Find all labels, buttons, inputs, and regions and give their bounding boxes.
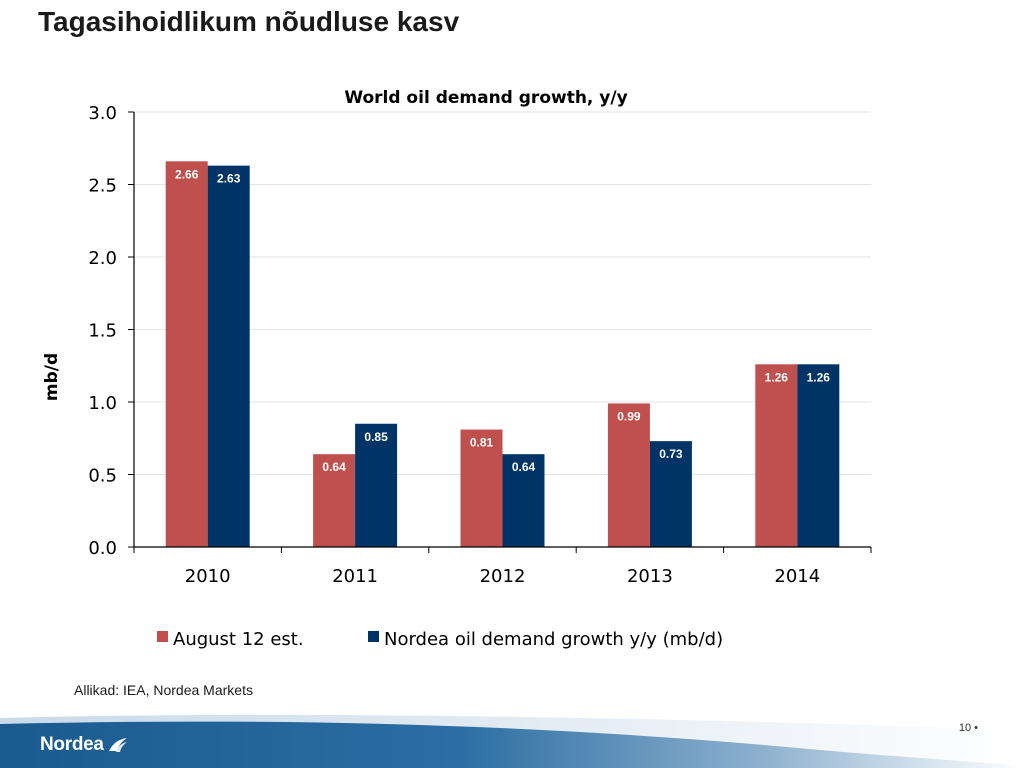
legend: August 12 est. Nordea oil demand growth y… xyxy=(157,629,723,650)
data-label: 1.26 xyxy=(807,370,831,384)
bar xyxy=(207,165,250,547)
data-label: 0.81 xyxy=(470,436,494,450)
source-note: Allikad: IEA, Nordea Markets xyxy=(74,682,253,698)
bar xyxy=(607,403,650,547)
gridlines xyxy=(134,111,871,475)
legend-swatch xyxy=(157,631,168,642)
data-label: 0.99 xyxy=(617,409,641,423)
data-label: 0.85 xyxy=(364,430,388,444)
page-bullet: • xyxy=(974,722,978,734)
page-number-value: 10 xyxy=(958,722,972,734)
bar xyxy=(355,423,398,547)
bars: 2.66 2.63 0.64 0.85 0.81 0.64 0.99 0.73 1.26 1.26 xyxy=(165,161,840,548)
y-axis-title: mb/d xyxy=(42,353,62,401)
data-label: 0.73 xyxy=(659,447,683,461)
chart: World oil demand growth, y/y mb/d 2.66 2.… xyxy=(42,88,872,650)
bar xyxy=(797,364,840,547)
x-tick-label: 2014 xyxy=(774,566,820,587)
page-number: 10 • xyxy=(959,722,978,734)
y-tick-label: 1.0 xyxy=(88,393,117,414)
axes: 0.0 0.5 1.0 1.5 2.0 2.5 3.0 2010 2011 2012 2013 201… xyxy=(88,103,872,587)
bar xyxy=(460,429,503,547)
data-label: 0.64 xyxy=(512,460,536,474)
y-tick-label: 2.0 xyxy=(88,248,117,269)
data-label: 0.64 xyxy=(322,460,346,474)
footer-band xyxy=(0,714,1024,768)
data-label: 1.26 xyxy=(765,370,789,384)
bar xyxy=(502,454,545,547)
slide-title: Tagasihoidlikum nõudluse kasv xyxy=(38,6,460,37)
bar xyxy=(313,454,356,547)
bar xyxy=(165,161,208,548)
y-tick-label: 3.0 xyxy=(88,103,117,124)
y-tick-label: 1.5 xyxy=(88,321,117,342)
brand-name: Nordea xyxy=(40,734,104,755)
x-tick-label: 2011 xyxy=(332,566,378,587)
x-tick-label: 2013 xyxy=(627,566,673,587)
y-tick-label: 0.0 xyxy=(88,538,117,559)
y-tick-label: 2.5 xyxy=(88,176,117,197)
nordea-logo: Nordea xyxy=(40,734,128,756)
data-label: 2.66 xyxy=(175,167,199,181)
bar xyxy=(755,364,798,547)
legend-label: August 12 est. xyxy=(173,629,304,650)
legend-swatch xyxy=(368,631,379,642)
x-tick-label: 2012 xyxy=(480,566,526,587)
legend-label: Nordea oil demand growth y/y (mb/d) xyxy=(384,629,723,650)
x-tick-label: 2010 xyxy=(185,566,231,587)
bar xyxy=(649,441,692,547)
data-label: 2.63 xyxy=(217,172,241,186)
nordea-wave-icon xyxy=(108,738,127,752)
chart-title: World oil demand growth, y/y xyxy=(344,88,627,108)
y-tick-label: 0.5 xyxy=(88,466,117,487)
